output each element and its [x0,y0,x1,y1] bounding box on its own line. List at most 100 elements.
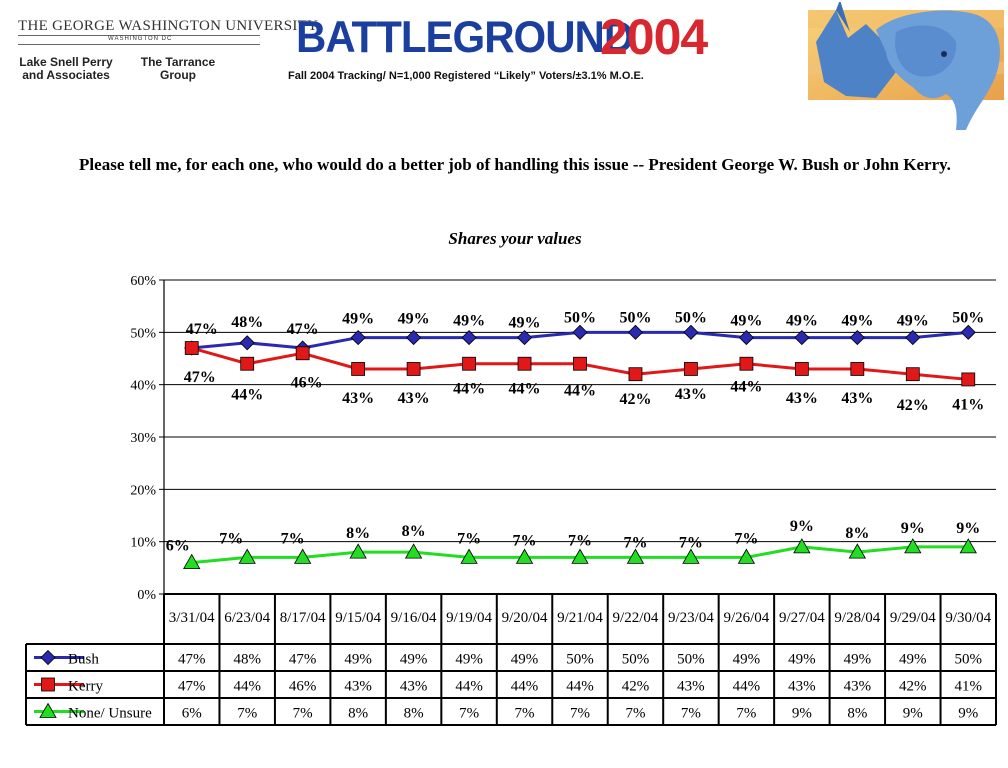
none-unsure-point [682,548,700,564]
none-unsure-point [293,548,312,564]
none-unsure-data-label: 7% [623,534,647,551]
kerry-data-label: 44% [453,381,485,398]
kerry-table-cell: 44% [566,679,594,695]
none-unsure-point [349,543,367,559]
y-tick-label: 40% [130,379,156,394]
x-category-label: 9/27/04 [779,610,825,626]
none-unsure-table-cell: 7% [625,706,645,722]
bush-table-cell: 49% [400,652,428,668]
bush-table-cell: 49% [733,652,761,668]
none-unsure-table-cell: 9% [958,706,978,722]
kerry-table-cell: 43% [844,679,872,695]
kerry-data-label: 43% [786,390,818,407]
bush-point [627,324,644,340]
bush-data-label: 50% [675,309,707,326]
x-category-label: 9/20/04 [502,610,548,626]
kerry-point [628,367,643,382]
bush-table-cell: 49% [899,652,927,668]
x-category-label: 9/26/04 [723,610,769,626]
bush-point [40,649,56,666]
bush-table-cell: 49% [788,652,816,668]
firm-tarrance-group: The Tarrance Group [140,55,216,82]
bush-point [738,330,754,346]
kerry-data-label: 44% [231,387,263,404]
kerry-point [351,362,366,376]
bush-table-cell: 50% [955,652,983,668]
donkey-elephant-image [808,2,1004,130]
bush-data-label: 49% [453,313,485,330]
bush-point [406,330,422,346]
x-category-label: 9/16/04 [391,610,437,626]
y-tick-label: 60% [130,274,156,289]
bush-data-label: 47% [186,321,218,338]
kerry-point [517,356,532,371]
survey-question: Please tell me, for each one, who would … [79,155,951,174]
bush-table-cell: 49% [455,652,483,668]
none-unsure-point [793,538,811,554]
battleground-logo-word: BATTLEGROUND [296,12,634,62]
none-unsure-point [515,548,534,564]
none-unsure-data-label: 7% [281,530,305,547]
none-unsure-table-cell: 8% [404,706,424,722]
bush-legend-label: Bush [68,652,99,668]
bush-data-label: 49% [897,313,929,330]
kerry-point [684,362,698,376]
x-category-label: 9/15/04 [335,610,381,626]
chart-subtitle: Shares your values [448,229,582,248]
kerry-legend-label: Kerry [68,679,103,695]
bush-data-label: 50% [952,309,984,326]
kerry-table-cell: 47% [178,679,206,695]
none-unsure-table-cell: 6% [182,706,202,722]
university-name: THE GEORGE WASHINGTON UNIVERSITY [18,18,319,34]
bush-table-cell: 50% [566,652,594,668]
bush-point [794,330,810,346]
none-unsure-legend-label: None/ Unsure [68,706,152,722]
kerry-point [295,346,310,361]
none-unsure-data-label: 9% [790,518,814,535]
none-unsure-point [848,543,867,559]
none-unsure-point [39,702,57,718]
none-unsure-data-label: 9% [956,520,980,537]
none-unsure-table-cell: 9% [903,706,923,722]
kerry-data-label: 43% [841,390,873,407]
kerry-point [794,362,809,376]
bush-data-label: 49% [841,313,873,330]
kerry-point [739,356,754,371]
none-unsure-point [404,543,423,559]
kerry-data-label: 44% [509,381,541,398]
kerry-point [462,356,476,371]
x-category-label: 6/23/04 [224,610,270,626]
kerry-table-cell: 43% [400,679,428,695]
kerry-point [41,677,55,692]
bush-data-label: 49% [342,311,374,328]
none-unsure-table-cell: 7% [515,706,535,722]
none-unsure-point [460,548,478,564]
kerry-data-label: 44% [730,379,762,396]
none-unsure-point [238,548,256,564]
none-unsure-point [737,548,756,564]
x-category-label: 9/29/04 [890,610,936,626]
bush-data-label: 49% [786,313,818,330]
bush-point [350,330,366,346]
x-category-label: 9/23/04 [668,610,714,626]
bush-table-cell: 50% [677,652,705,668]
firm-lake-snell-perry: Lake Snell Perry and Associates [19,55,113,82]
bush-table-cell: 47% [178,652,206,668]
none-unsure-data-label: 7% [734,530,758,547]
none-unsure-table-cell: 7% [293,706,313,722]
y-tick-label: 50% [130,326,156,341]
bush-point [572,324,588,340]
none-unsure-table-cell: 9% [792,706,812,722]
none-unsure-data-label: 7% [679,534,703,551]
none-unsure-data-label: 7% [219,530,243,547]
kerry-data-label: 43% [675,386,707,403]
x-category-label: 9/21/04 [557,610,603,626]
x-category-label: 9/28/04 [834,610,880,626]
kerry-point [573,356,587,371]
kerry-table-cell: 46% [289,679,317,695]
none-unsure-table-cell: 7% [570,706,590,722]
battleground-logo-year: 2004 [600,9,708,65]
none-unsure-data-label: 9% [901,520,925,537]
kerry-table-cell: 41% [955,679,983,695]
none-unsure-data-label: 7% [513,532,537,549]
